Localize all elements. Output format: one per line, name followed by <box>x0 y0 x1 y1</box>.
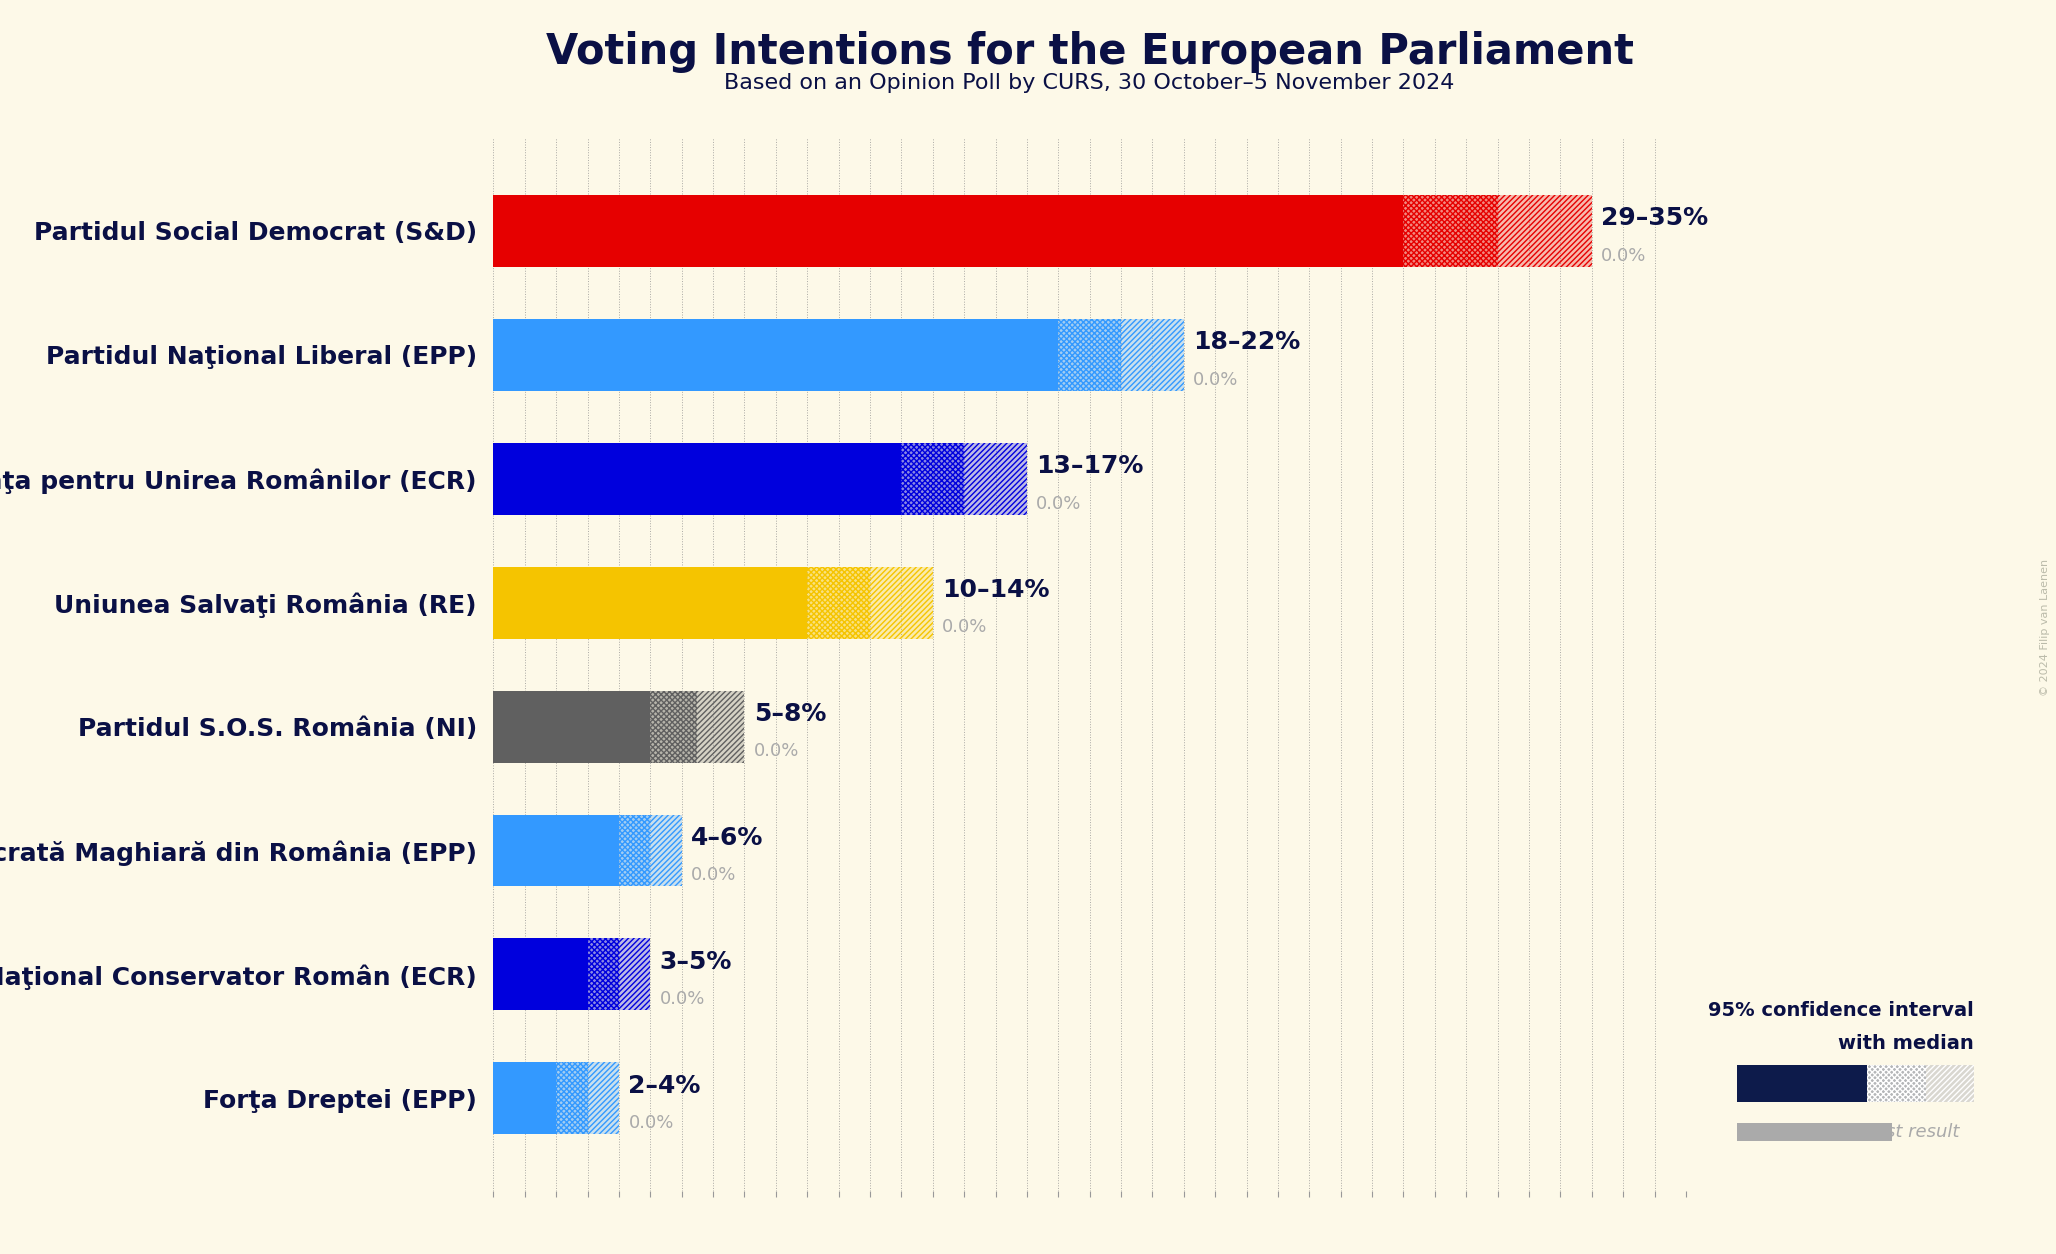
Bar <box>1737 1065 1867 1102</box>
Bar <box>557 1062 588 1135</box>
Bar <box>619 938 650 1011</box>
Text: with median: with median <box>1838 1035 1974 1053</box>
Text: 10–14%: 10–14% <box>942 578 1051 602</box>
Bar <box>870 567 933 638</box>
Bar <box>1867 1065 1926 1102</box>
Text: 0.0%: 0.0% <box>1192 371 1238 389</box>
Text: 0.0%: 0.0% <box>755 742 800 760</box>
Text: 2–4%: 2–4% <box>629 1073 701 1099</box>
Text: 0.0%: 0.0% <box>1036 494 1081 513</box>
Bar <box>901 443 964 514</box>
Bar <box>588 1062 619 1135</box>
Bar <box>1926 1065 1974 1102</box>
Bar <box>493 815 619 887</box>
Text: 4–6%: 4–6% <box>691 826 763 850</box>
Bar <box>588 938 619 1011</box>
Bar <box>1121 319 1184 391</box>
Text: Based on an Opinion Poll by CURS, 30 October–5 November 2024: Based on an Opinion Poll by CURS, 30 Oct… <box>724 73 1456 93</box>
Bar <box>619 938 650 1011</box>
Bar <box>619 815 650 887</box>
Text: 95% confidence interval: 95% confidence interval <box>1709 1001 1974 1020</box>
Text: 13–17%: 13–17% <box>1036 454 1143 478</box>
Bar <box>557 1062 588 1135</box>
Bar <box>650 691 697 762</box>
Bar <box>493 319 1059 391</box>
Bar <box>1404 194 1497 267</box>
Bar <box>1059 319 1121 391</box>
Bar <box>588 1062 619 1135</box>
Bar <box>964 443 1026 514</box>
Bar <box>1059 319 1121 391</box>
Bar <box>808 567 870 638</box>
Bar <box>1121 319 1184 391</box>
Bar <box>697 691 744 762</box>
Bar <box>650 815 683 887</box>
Text: Voting Intentions for the European Parliament: Voting Intentions for the European Parli… <box>545 31 1635 73</box>
Bar <box>808 567 870 638</box>
Bar <box>493 194 1404 267</box>
Bar <box>493 443 901 514</box>
Bar <box>1926 1065 1974 1102</box>
Bar <box>619 815 650 887</box>
Bar <box>1867 1065 1926 1102</box>
Bar <box>1737 1124 1892 1141</box>
Bar <box>1497 194 1591 267</box>
Text: 0.0%: 0.0% <box>660 991 705 1008</box>
Bar <box>901 443 964 514</box>
Bar <box>650 691 697 762</box>
Bar <box>1497 194 1591 267</box>
Bar <box>1404 194 1497 267</box>
Text: Last result: Last result <box>1865 1124 1959 1141</box>
Text: 3–5%: 3–5% <box>660 951 732 974</box>
Bar <box>493 938 588 1011</box>
Text: 0.0%: 0.0% <box>1602 247 1647 265</box>
Text: 0.0%: 0.0% <box>629 1114 674 1132</box>
Text: 0.0%: 0.0% <box>942 618 987 637</box>
Bar <box>588 938 619 1011</box>
Bar <box>493 567 808 638</box>
Text: 5–8%: 5–8% <box>755 702 827 726</box>
Bar <box>650 815 683 887</box>
Text: 29–35%: 29–35% <box>1602 207 1709 231</box>
Bar <box>697 691 744 762</box>
Bar <box>964 443 1026 514</box>
Bar <box>493 1062 557 1135</box>
Text: 18–22%: 18–22% <box>1192 330 1301 355</box>
Text: © 2024 Filip van Laenen: © 2024 Filip van Laenen <box>2040 558 2050 696</box>
Bar <box>870 567 933 638</box>
Bar <box>493 691 650 762</box>
Text: 0.0%: 0.0% <box>691 867 736 884</box>
